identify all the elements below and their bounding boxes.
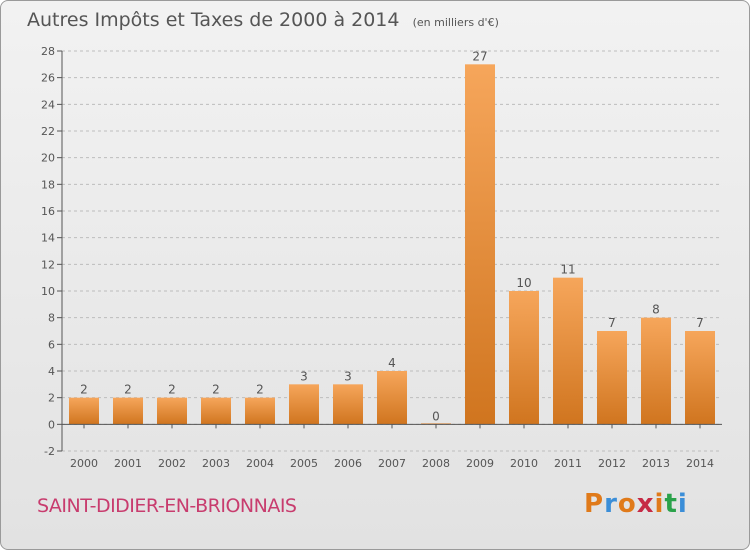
chart-subtitle: (en milliers d'€) — [412, 16, 499, 29]
value-label: 8 — [652, 303, 660, 317]
logo-letter: P — [584, 489, 605, 519]
value-label: 2 — [256, 383, 264, 397]
x-tick-label: 2008 — [422, 457, 450, 470]
y-tick-label: 14 — [41, 232, 55, 245]
y-tick-label: 8 — [48, 312, 55, 325]
logo-letter: i — [677, 489, 688, 519]
y-tick-label: 0 — [48, 418, 55, 431]
x-tick-label: 2009 — [466, 457, 494, 470]
value-label: 27 — [472, 49, 487, 63]
value-label: 2 — [124, 383, 132, 397]
y-tick-label: 24 — [41, 98, 55, 111]
bar — [201, 397, 231, 425]
x-tick-label: 2001 — [114, 457, 142, 470]
y-tick-label: 2 — [48, 392, 55, 405]
bar — [69, 397, 99, 425]
logo-letter: o — [617, 489, 637, 519]
bar — [509, 291, 539, 425]
bar — [157, 397, 187, 425]
y-tick-label: 12 — [41, 258, 55, 271]
value-label: 7 — [608, 316, 616, 330]
x-tick-label: 2006 — [334, 457, 362, 470]
x-tick-label: 2004 — [246, 457, 274, 470]
y-tick-label: 6 — [48, 338, 55, 351]
y-tick-label: 4 — [48, 365, 55, 378]
value-label: 3 — [344, 369, 352, 383]
bar — [333, 384, 363, 425]
y-tick-label: 22 — [41, 125, 55, 138]
y-tick-label: -2 — [44, 445, 55, 458]
y-tick-label: 16 — [41, 205, 55, 218]
x-tick-label: 2005 — [290, 457, 318, 470]
value-label: 3 — [300, 369, 308, 383]
value-label: 2 — [80, 383, 88, 397]
y-tick-label: 26 — [41, 72, 55, 85]
value-label: 0 — [432, 409, 440, 423]
x-tick-label: 2012 — [598, 457, 626, 470]
value-label: 2 — [212, 383, 220, 397]
value-label: 10 — [516, 276, 531, 290]
bar — [553, 277, 583, 425]
y-tick-label: 18 — [41, 178, 55, 191]
x-tick-label: 2007 — [378, 457, 406, 470]
y-tick-label: 28 — [41, 45, 55, 58]
x-tick-label: 2000 — [70, 457, 98, 470]
logo-letter: r — [604, 489, 618, 519]
value-label: 7 — [696, 316, 704, 330]
bar — [113, 397, 143, 425]
x-tick-labels: 2000 2001 2002 2003 2004 2005 2006 2007 2008 2009… — [70, 457, 714, 470]
y-tick-label: 20 — [41, 152, 55, 165]
logo-letter: x — [636, 489, 655, 519]
bar — [465, 64, 495, 425]
logo-letter: i — [654, 489, 665, 519]
x-tick-label: 2002 — [158, 457, 186, 470]
bar — [245, 397, 275, 425]
value-label: 11 — [560, 263, 575, 277]
title-line: Autres Impôts et Taxes de 2000 à 2014 (e… — [27, 9, 499, 31]
x-tick-label: 2011 — [554, 457, 582, 470]
value-label: 4 — [388, 356, 396, 370]
value-labels: 2 2 2 2 2 3 3 4 0 27 10 11 7 8 7 — [80, 49, 704, 423]
value-label: 2 — [168, 383, 176, 397]
x-tick-label: 2010 — [510, 457, 538, 470]
bar — [289, 384, 319, 425]
x-tick-label: 2013 — [642, 457, 670, 470]
town-name: SAINT-DIDIER-EN-BRIONNAIS — [37, 495, 297, 517]
proxiti-logo[interactable]: Proxiti — [584, 489, 688, 519]
bars — [69, 64, 715, 425]
axes — [57, 50, 722, 452]
x-tick-label: 2014 — [686, 457, 714, 470]
bar — [641, 317, 671, 425]
chart-title: Autres Impôts et Taxes de 2000 à 2014 — [27, 9, 400, 31]
logo-letter: t — [664, 489, 678, 519]
y-tick-label: 10 — [41, 285, 55, 298]
x-tick-label: 2003 — [202, 457, 230, 470]
bar — [377, 371, 407, 425]
bar — [685, 331, 715, 425]
bar — [597, 331, 627, 425]
